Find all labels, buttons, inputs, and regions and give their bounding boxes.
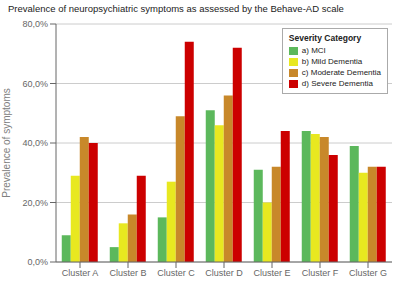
svg-text:40,0%: 40,0% — [22, 138, 48, 148]
svg-text:Cluster C: Cluster C — [157, 268, 195, 278]
svg-text:0,0%: 0,0% — [27, 257, 48, 267]
html-text:c) Moderate Dementia: c) Moderate Dementia — [301, 68, 381, 77]
svg-text:Cluster E: Cluster E — [253, 268, 290, 278]
svg-text:Prevalence of symptoms: Prevalence of symptoms — [8, 88, 12, 198]
html-text:Severity Category: Severity Category — [288, 33, 362, 43]
html-text:Prevalence of neuropsychiatric: Prevalence of neuropsychiatric symptoms … — [8, 3, 344, 14]
html-text:d) Severe Dementia: d) Severe Dementia — [301, 79, 373, 88]
svg-text:Cluster D: Cluster D — [205, 268, 243, 278]
svg-text:20,0%: 20,0% — [22, 198, 48, 208]
html-text:b) Mild Dementia: b) Mild Dementia — [301, 57, 363, 66]
svg-text:Cluster B: Cluster B — [109, 268, 146, 278]
html-text:a) MCI: a) MCI — [301, 46, 326, 55]
svg-text:60,0%: 60,0% — [22, 79, 48, 89]
svg-text:Cluster A: Cluster A — [62, 268, 99, 278]
svg-text:Cluster G: Cluster G — [349, 268, 387, 278]
svg-text:Cluster F: Cluster F — [302, 268, 339, 278]
svg-text:80,0%: 80,0% — [22, 19, 48, 29]
